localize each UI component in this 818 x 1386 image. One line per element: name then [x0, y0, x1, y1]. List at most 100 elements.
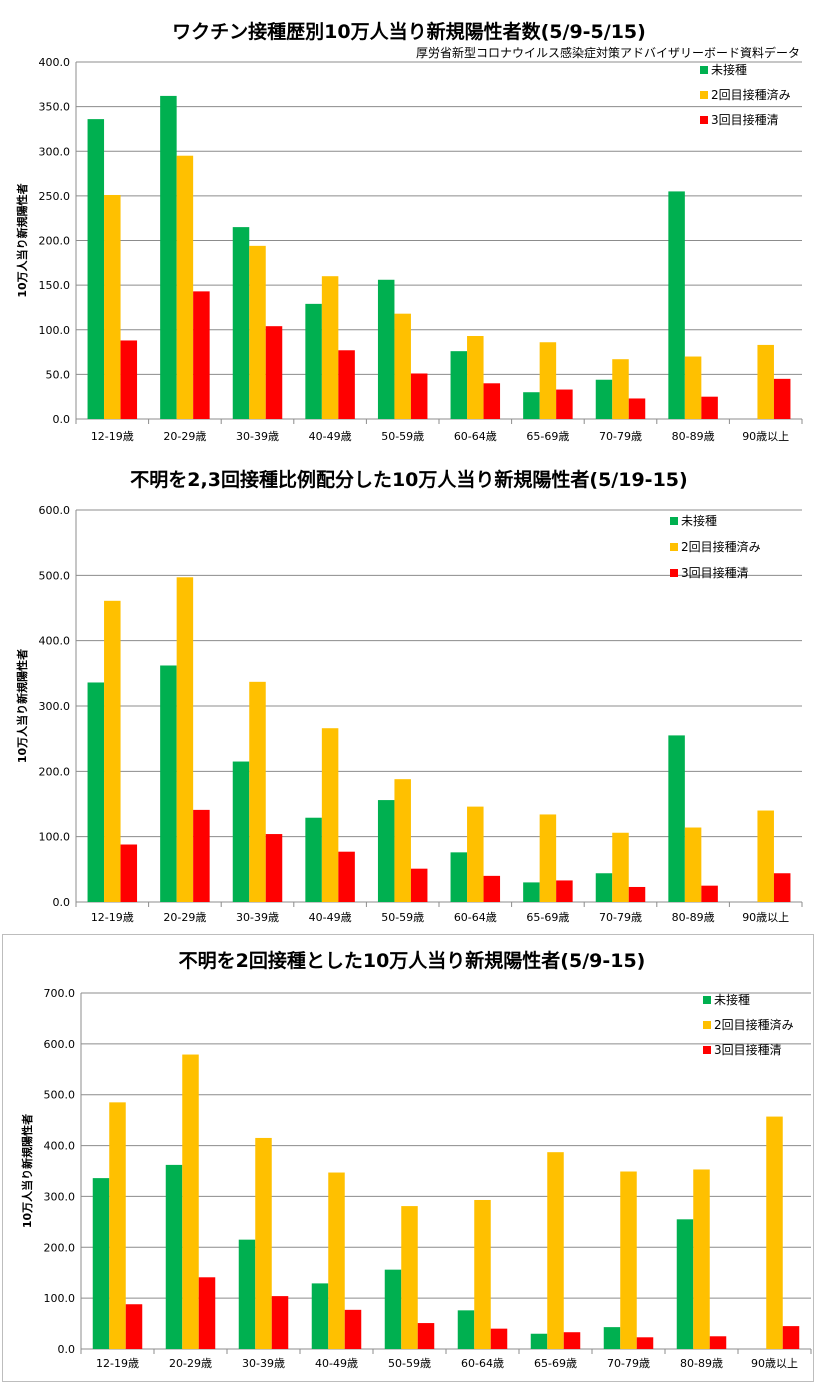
bar-dose2	[176, 577, 194, 902]
bar-dose2	[757, 344, 774, 419]
bar-dose3	[120, 844, 138, 902]
bar-unvaccinated	[595, 379, 613, 419]
x-tick-label: 80-89歳	[672, 911, 715, 924]
legend-swatch	[700, 116, 708, 124]
legend-label: 2回目接種済み	[711, 87, 791, 102]
bar-dose2	[539, 814, 557, 902]
legend-label: 未接種	[711, 62, 747, 77]
bar-unvaccinated	[668, 735, 685, 902]
legend-label: 未接種	[681, 513, 717, 528]
bar-unvaccinated	[377, 800, 395, 902]
y-tick-label: 200.0	[39, 235, 71, 248]
bar-dose2	[255, 1137, 272, 1349]
bar-dose3	[563, 1332, 581, 1349]
bar-dose3	[193, 291, 210, 419]
chart-title: 不明を2,3回接種比例配分した10万人当り新規陽性者(5/19-15)	[130, 468, 687, 491]
x-tick-label: 50-59歳	[388, 1357, 431, 1370]
bar-dose2	[104, 194, 121, 419]
bar-dose2	[249, 245, 266, 419]
bar-dose3	[410, 868, 428, 902]
chart-3-svg: 不明を2回接種とした10万人当り新規陽性者(5/9-15) 0.0 100.0 200…	[20, 949, 812, 1370]
x-tick-label: 70-79歳	[599, 911, 642, 924]
legend-label: 3回目接種清	[714, 1042, 782, 1057]
bar-dose3	[417, 1323, 435, 1349]
y-tick-label: 50.0	[46, 368, 71, 381]
bar-dose2	[467, 806, 484, 902]
legend-swatch	[700, 66, 708, 74]
chart-panel-2: 不明を2,3回接種比例配分した10万人当り新規陽性者(5/19-15) 0.0 10…	[0, 456, 818, 930]
bar-unvaccinated	[530, 1333, 548, 1349]
bar-dose2	[620, 1171, 637, 1349]
bar-dose2	[401, 1206, 418, 1349]
y-tick-label: 300.0	[39, 145, 71, 158]
chart-2-svg: 不明を2,3回接種比例配分した10万人当り新規陽性者(5/19-15) 0.0 10…	[15, 468, 803, 924]
bar-unvaccinated	[238, 1239, 256, 1349]
legend-swatch	[703, 1046, 711, 1054]
x-tick-label: 30-39歳	[236, 430, 279, 443]
bar-unvaccinated	[457, 1310, 475, 1349]
x-tick-label: 65-69歳	[526, 430, 569, 443]
x-tick-label: 40-49歳	[315, 1357, 358, 1370]
bar-unvaccinated	[384, 1269, 402, 1349]
bar-dose3	[782, 1326, 800, 1349]
bar-unvaccinated	[160, 95, 177, 419]
bar-dose2	[612, 832, 629, 902]
bar-dose2	[321, 728, 339, 902]
y-axis-label: 10万人当り新規陽性者	[15, 649, 29, 763]
bar-dose3	[701, 885, 718, 902]
chart-title: ワクチン接種歴別10万人当り新規陽性者数(5/9-5/15)	[172, 20, 646, 43]
x-tick-label: 12-19歳	[91, 430, 134, 443]
y-tick-label: 500.0	[44, 1089, 76, 1102]
y-tick-label: 600.0	[44, 1038, 76, 1051]
bar-dose2	[249, 681, 266, 902]
x-tick-label: 90歳以上	[751, 1357, 798, 1370]
bar-dose2	[109, 1102, 126, 1349]
bar-unvaccinated	[523, 882, 540, 902]
x-tick-label: 40-49歳	[309, 911, 352, 924]
bar-dose3	[556, 389, 573, 419]
bar-dose3	[628, 886, 646, 902]
bar-dose2	[684, 356, 702, 419]
x-tick-label: 90歳以上	[742, 430, 789, 443]
y-tick-label: 0.0	[53, 896, 71, 909]
bar-unvaccinated	[160, 665, 177, 902]
legend-label: 2回目接種済み	[714, 1017, 794, 1032]
legend-label: 2回目接種済み	[681, 539, 761, 554]
legend-swatch	[703, 1021, 711, 1029]
y-tick-label: 300.0	[44, 1190, 76, 1203]
bar-dose3	[490, 1328, 508, 1349]
legend-label: 3回目接種清	[681, 565, 749, 580]
x-tick-label: 12-19歳	[96, 1357, 139, 1370]
bar-dose3	[556, 880, 573, 902]
bar-dose2	[757, 810, 774, 902]
y-tick-label: 100.0	[39, 831, 71, 844]
x-tick-label: 40-49歳	[309, 430, 352, 443]
bar-dose3	[193, 809, 210, 902]
bar-dose2	[394, 313, 411, 419]
bar-dose2	[474, 1199, 491, 1349]
bar-dose3	[271, 1296, 289, 1349]
bar-dose2	[693, 1169, 710, 1349]
y-axis-label: 10万人当り新規陽性者	[20, 1114, 34, 1228]
x-tick-label: 60-64歳	[461, 1357, 504, 1370]
chart-panel-3: 不明を2回接種とした10万人当り新規陽性者(5/9-15) 0.0 100.0 200…	[2, 934, 814, 1382]
x-tick-label: 60-64歳	[454, 911, 497, 924]
y-tick-label: 0.0	[58, 1343, 76, 1356]
bar-unvaccinated	[305, 817, 322, 902]
bar-dose3	[344, 1309, 362, 1349]
y-tick-label: 400.0	[44, 1140, 76, 1153]
y-tick-label: 400.0	[39, 635, 71, 648]
bar-dose3	[338, 350, 355, 419]
bar-dose3	[483, 383, 501, 419]
y-tick-label: 100.0	[44, 1292, 76, 1305]
bar-dose2	[104, 600, 121, 902]
bar-dose2	[182, 1054, 199, 1349]
y-tick-label: 300.0	[39, 700, 71, 713]
y-tick-label: 350.0	[39, 101, 71, 114]
x-tick-label: 65-69歳	[526, 911, 569, 924]
y-tick-label: 200.0	[39, 765, 71, 778]
y-tick-label: 700.0	[44, 987, 76, 1000]
legend-swatch	[670, 569, 678, 577]
y-tick-label: 100.0	[39, 324, 71, 337]
x-tick-label: 12-19歳	[91, 911, 134, 924]
